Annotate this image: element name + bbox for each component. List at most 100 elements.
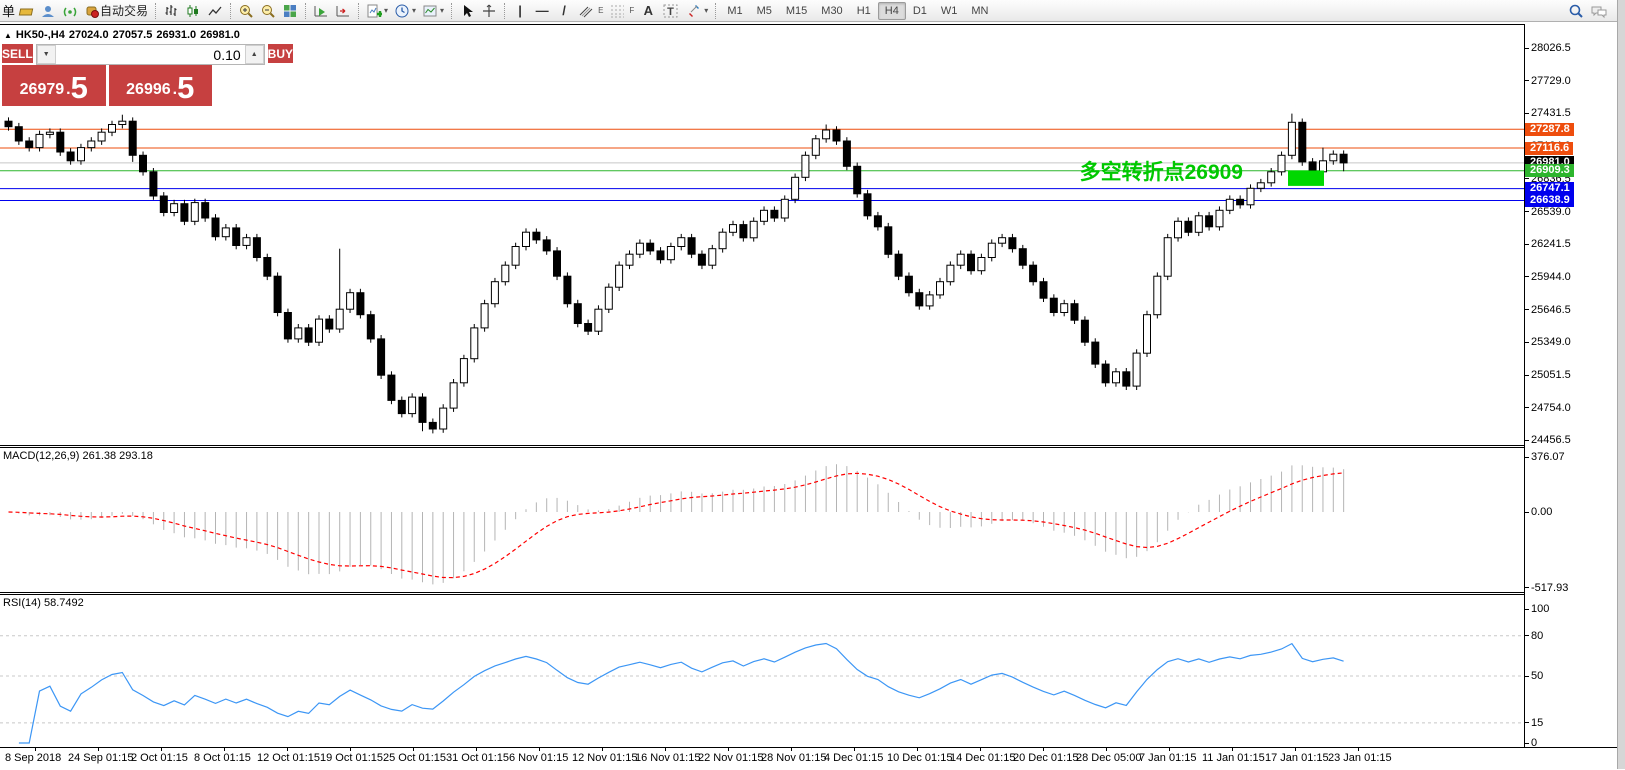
rsi-pane-canvas[interactable] — [0, 595, 1524, 747]
price-tick-label: 25944.0 — [1525, 271, 1571, 283]
toolbar-separator — [358, 2, 360, 19]
tab-timeframe-h1[interactable]: H1 — [856, 4, 871, 17]
horizontal-level-lines — [0, 128, 1524, 201]
price-tick-label: 25646.5 — [1525, 304, 1571, 316]
ohlc-low: 26931.0 — [156, 29, 197, 41]
tile-windows-icon[interactable] — [279, 1, 301, 21]
time-axis-tick — [161, 748, 162, 751]
indicators-button[interactable]: ▾ — [363, 1, 391, 21]
chart-shift-icon[interactable] — [332, 1, 354, 21]
time-axis-label: 10 Dec 01:15 — [887, 752, 953, 764]
candles-series — [4, 113, 1348, 434]
price-tick-label: 25051.5 — [1525, 369, 1571, 381]
time-axis-label: 4 Dec 01:15 — [824, 752, 884, 764]
toolbar-separator — [504, 2, 506, 19]
buy-price-dot: . — [172, 81, 178, 98]
price-tick-label: 24456.5 — [1525, 434, 1571, 446]
horizontal-line-icon[interactable]: — — [535, 3, 549, 18]
fibonacci-icon[interactable]: F — [606, 1, 637, 21]
line-chart-icon[interactable] — [204, 1, 226, 21]
time-axis-tick — [350, 748, 351, 751]
volume-group: ▼ ▲ — [35, 44, 265, 65]
time-axis-tick — [791, 748, 792, 751]
buy-button[interactable]: BUY — [267, 44, 294, 65]
tab-timeframe-h4[interactable]: H4 — [877, 1, 906, 20]
time-axis-tick — [1043, 748, 1044, 751]
sell-price[interactable]: 26979. 5 — [2, 65, 106, 106]
price-tick-label: 28026.5 — [1525, 42, 1571, 54]
price-tick-label: 26539.0 — [1525, 206, 1571, 218]
macd-histogram — [18, 464, 1345, 585]
macd-pane-canvas[interactable] — [0, 448, 1524, 592]
trendline-icon[interactable]: / — [562, 3, 566, 18]
price-level-badge: 27116.6 — [1525, 141, 1574, 155]
vertical-line-icon[interactable]: | — [518, 3, 522, 18]
zoom-in-icon[interactable] — [235, 1, 257, 21]
sell-price-int: 26979 — [19, 81, 65, 98]
pane-divider[interactable] — [0, 592, 1617, 593]
time-axis-tick — [287, 748, 288, 751]
volume-increase-button[interactable]: ▲ — [244, 45, 264, 64]
price-level-badge: 26909.3 — [1525, 164, 1574, 178]
annotation-text[interactable]: 多空转折点26909 — [1080, 160, 1243, 184]
tab-timeframe-m30[interactable]: M30 — [821, 4, 843, 17]
price-level-badge: 27287.8 — [1525, 122, 1574, 136]
new-order-button-label[interactable]: 单 — [2, 4, 15, 19]
time-axis-label: 7 Jan 01:15 — [1139, 752, 1197, 764]
pane-divider[interactable] — [0, 445, 1617, 446]
price-axis[interactable]: 28026.527729.027431.527134.026836.526539… — [1524, 24, 1618, 749]
pane-divider — [0, 447, 1617, 448]
toolbar-separator — [451, 2, 453, 19]
bar-chart-icon[interactable] — [160, 1, 182, 21]
tab-timeframe-d1[interactable]: D1 — [912, 4, 927, 17]
signals-icon[interactable] — [59, 1, 81, 21]
collapse-panel-arrow-icon[interactable]: ▲ — [4, 31, 12, 40]
community-icon[interactable] — [37, 1, 59, 21]
cursor-icon[interactable] — [456, 1, 478, 21]
templates-button[interactable]: ▾ — [419, 1, 447, 21]
time-axis-label: 31 Oct 01:15 — [446, 752, 509, 764]
tab-timeframe-mn[interactable]: MN — [971, 4, 989, 17]
time-axis-label: 6 Nov 01:15 — [509, 752, 569, 764]
zoom-out-icon[interactable] — [257, 1, 279, 21]
buy-price[interactable]: 26996. 5 — [108, 65, 212, 106]
buy-price-int: 26996 — [126, 81, 171, 98]
auto-scroll-icon[interactable] — [310, 1, 332, 21]
label-icon[interactable]: T — [659, 1, 683, 21]
crosshair-icon[interactable] — [478, 1, 500, 21]
tab-timeframe-w1[interactable]: W1 — [940, 4, 958, 17]
price-tick-label: 25349.0 — [1525, 336, 1571, 348]
tab-timeframe-m15[interactable]: M15 — [785, 4, 808, 17]
new-order-icon[interactable] — [15, 1, 37, 21]
volume-input[interactable] — [55, 45, 245, 64]
tab-timeframe-m5[interactable]: M5 — [756, 4, 772, 17]
periods-button[interactable]: ▾ — [391, 1, 419, 21]
volume-decrease-button[interactable]: ▼ — [36, 45, 56, 64]
sell-button[interactable]: SELL — [2, 44, 33, 65]
price-level-badge: 26747.1 — [1525, 182, 1574, 196]
time-axis-tick — [1295, 748, 1296, 751]
candlestick-icon[interactable] — [182, 1, 204, 21]
chevron-down-icon: ▾ — [412, 6, 417, 15]
tab-timeframe-m1[interactable]: M1 — [727, 4, 743, 17]
search-icon[interactable] — [1565, 1, 1587, 21]
channel-icon[interactable]: E — [575, 1, 606, 21]
main-chart-canvas[interactable]: 多空转折点26909 — [0, 25, 1524, 445]
macd-axis-label: -517.93 — [1525, 582, 1568, 594]
arrows-button[interactable]: ▾ — [683, 1, 711, 21]
price-tick-label: 26241.5 — [1525, 238, 1571, 250]
buy-price-frac: 5 — [177, 70, 195, 105]
chat-icon[interactable] — [1587, 1, 1611, 21]
rsi-line — [18, 642, 1344, 744]
text-icon[interactable]: A — [643, 3, 653, 18]
chevron-down-icon: ▾ — [384, 6, 389, 15]
time-axis-label: 12 Oct 01:15 — [257, 752, 320, 764]
autotrading-button[interactable]: 自动交易 — [81, 1, 151, 21]
time-axis-tick — [539, 748, 540, 751]
price-tick-label: 27431.5 — [1525, 107, 1571, 119]
time-axis-label: 8 Sep 2018 — [5, 752, 62, 764]
one-click-trading-panel: SELL ▼ ▲ BUY 26979.5 26996.5 — [2, 44, 294, 106]
pane-divider — [0, 594, 1617, 595]
highlight-zone-box[interactable] — [1288, 170, 1324, 186]
time-axis[interactable]: 8 Sep 2018 24 Sep 01:15 2 Oct 01:15 8 Oct 0… — [0, 747, 1617, 770]
